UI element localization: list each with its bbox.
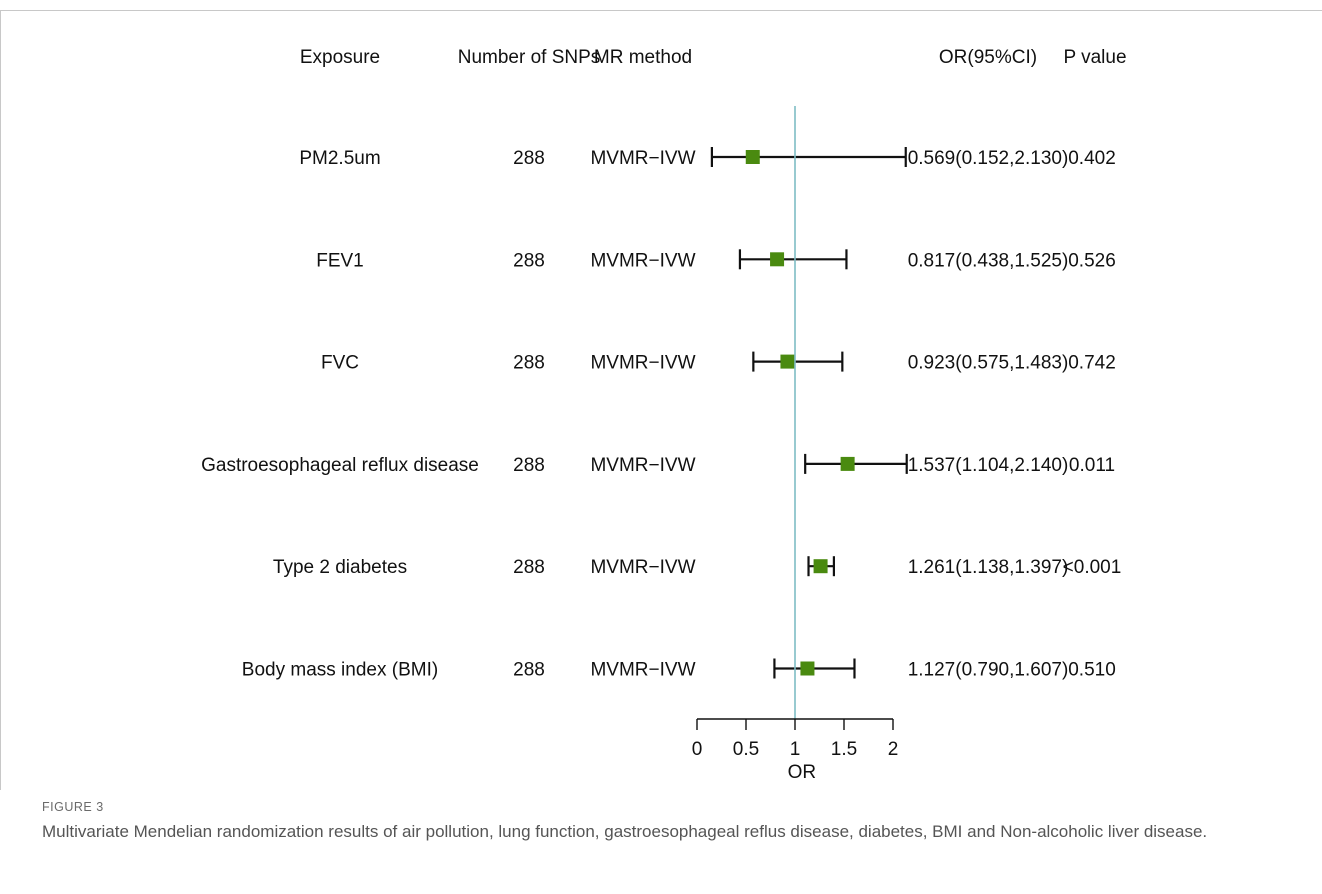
- x-tick-label: 2: [888, 739, 899, 760]
- or-point: [780, 354, 795, 369]
- or-point: [800, 661, 815, 676]
- header-or-ci: OR(95%CI): [939, 47, 1037, 68]
- row-or-ci: 1.537(1.104,2.140): [908, 455, 1069, 476]
- row-exposure-label: Body mass index (BMI): [242, 660, 438, 681]
- row-mr-method: MVMR−IVW: [590, 148, 695, 169]
- figure-caption: FIGURE 3 Multivariate Mendelian randomiz…: [42, 800, 1292, 844]
- row-mr-method: MVMR−IVW: [590, 660, 695, 681]
- header-mr-method: MR method: [594, 47, 692, 68]
- row-mr-method: MVMR−IVW: [590, 353, 695, 374]
- row-or-ci: 1.261(1.138,1.397): [908, 557, 1069, 578]
- or-point: [813, 559, 828, 574]
- forest-plot: Exposure Number of SNPs MR method OR(95%…: [201, 47, 1126, 783]
- forest-row: Gastroesophageal reflux disease 288 MVMR−I…: [201, 453, 1115, 476]
- row-snp-count: 288: [513, 660, 545, 681]
- row-snp-count: 288: [513, 557, 545, 578]
- row-or-ci: 1.127(0.790,1.607): [908, 660, 1069, 681]
- row-or-ci: 0.923(0.575,1.483): [908, 353, 1069, 374]
- row-mr-method: MVMR−IVW: [590, 557, 695, 578]
- row-exposure-label: FEV1: [316, 250, 364, 271]
- row-mr-method: MVMR−IVW: [590, 250, 695, 271]
- row-p-value: 0.402: [1068, 148, 1116, 169]
- forest-row: FEV1 288 MVMR−IVW 0.817(0.438,1.525) 0.526: [316, 249, 1116, 271]
- row-snp-count: 288: [513, 250, 545, 271]
- row-p-value: 0.011: [1069, 455, 1115, 476]
- row-exposure-label: Type 2 diabetes: [273, 557, 407, 578]
- forest-row: Body mass index (BMI) 288 MVMR−IVW 1.127(0.…: [242, 658, 1116, 681]
- row-exposure-label: FVC: [321, 353, 359, 374]
- row-or-ci: 0.569(0.152,2.130): [908, 148, 1069, 169]
- or-point: [745, 150, 760, 164]
- forest-row: Type 2 diabetes 288 MVMR−IVW 1.261(1.138,1.…: [273, 556, 1121, 578]
- forest-row: FVC 288 MVMR−IVW 0.923(0.575,1.483) 0.742: [321, 351, 1116, 374]
- x-axis-label: OR: [788, 762, 817, 783]
- x-tick-label: 0: [692, 739, 703, 760]
- figure-label: FIGURE 3: [42, 800, 104, 814]
- row-p-value: 0.526: [1068, 250, 1116, 271]
- caption-text: Multivariate Mendelian randomization res…: [42, 822, 1208, 841]
- row-snp-count: 288: [513, 455, 545, 476]
- row-p-value: <0.001: [1063, 557, 1122, 578]
- header-p-value: P value: [1063, 47, 1126, 68]
- forest-row: PM2.5um 288 MVMR−IVW 0.569(0.152,2.130) 0.40…: [299, 147, 1116, 169]
- row-p-value: 0.742: [1068, 353, 1116, 374]
- x-tick-label: 1: [790, 739, 801, 760]
- row-p-value: 0.510: [1068, 660, 1116, 681]
- figure-frame: Exposure Number of SNPs MR method OR(95%…: [0, 10, 1322, 790]
- header-exposure: Exposure: [300, 47, 380, 68]
- row-mr-method: MVMR−IVW: [590, 455, 695, 476]
- row-exposure-label: Gastroesophageal reflux disease: [201, 455, 479, 476]
- x-tick-label: 1.5: [831, 739, 857, 760]
- or-point: [840, 456, 855, 471]
- header-number-of-snps: Number of SNPs: [458, 47, 601, 68]
- or-point: [770, 252, 785, 267]
- row-or-ci: 0.817(0.438,1.525): [908, 250, 1069, 271]
- row-snp-count: 288: [513, 353, 545, 374]
- row-exposure-label: PM2.5um: [299, 148, 380, 169]
- x-tick-label: 0.5: [733, 739, 759, 760]
- row-snp-count: 288: [513, 148, 545, 169]
